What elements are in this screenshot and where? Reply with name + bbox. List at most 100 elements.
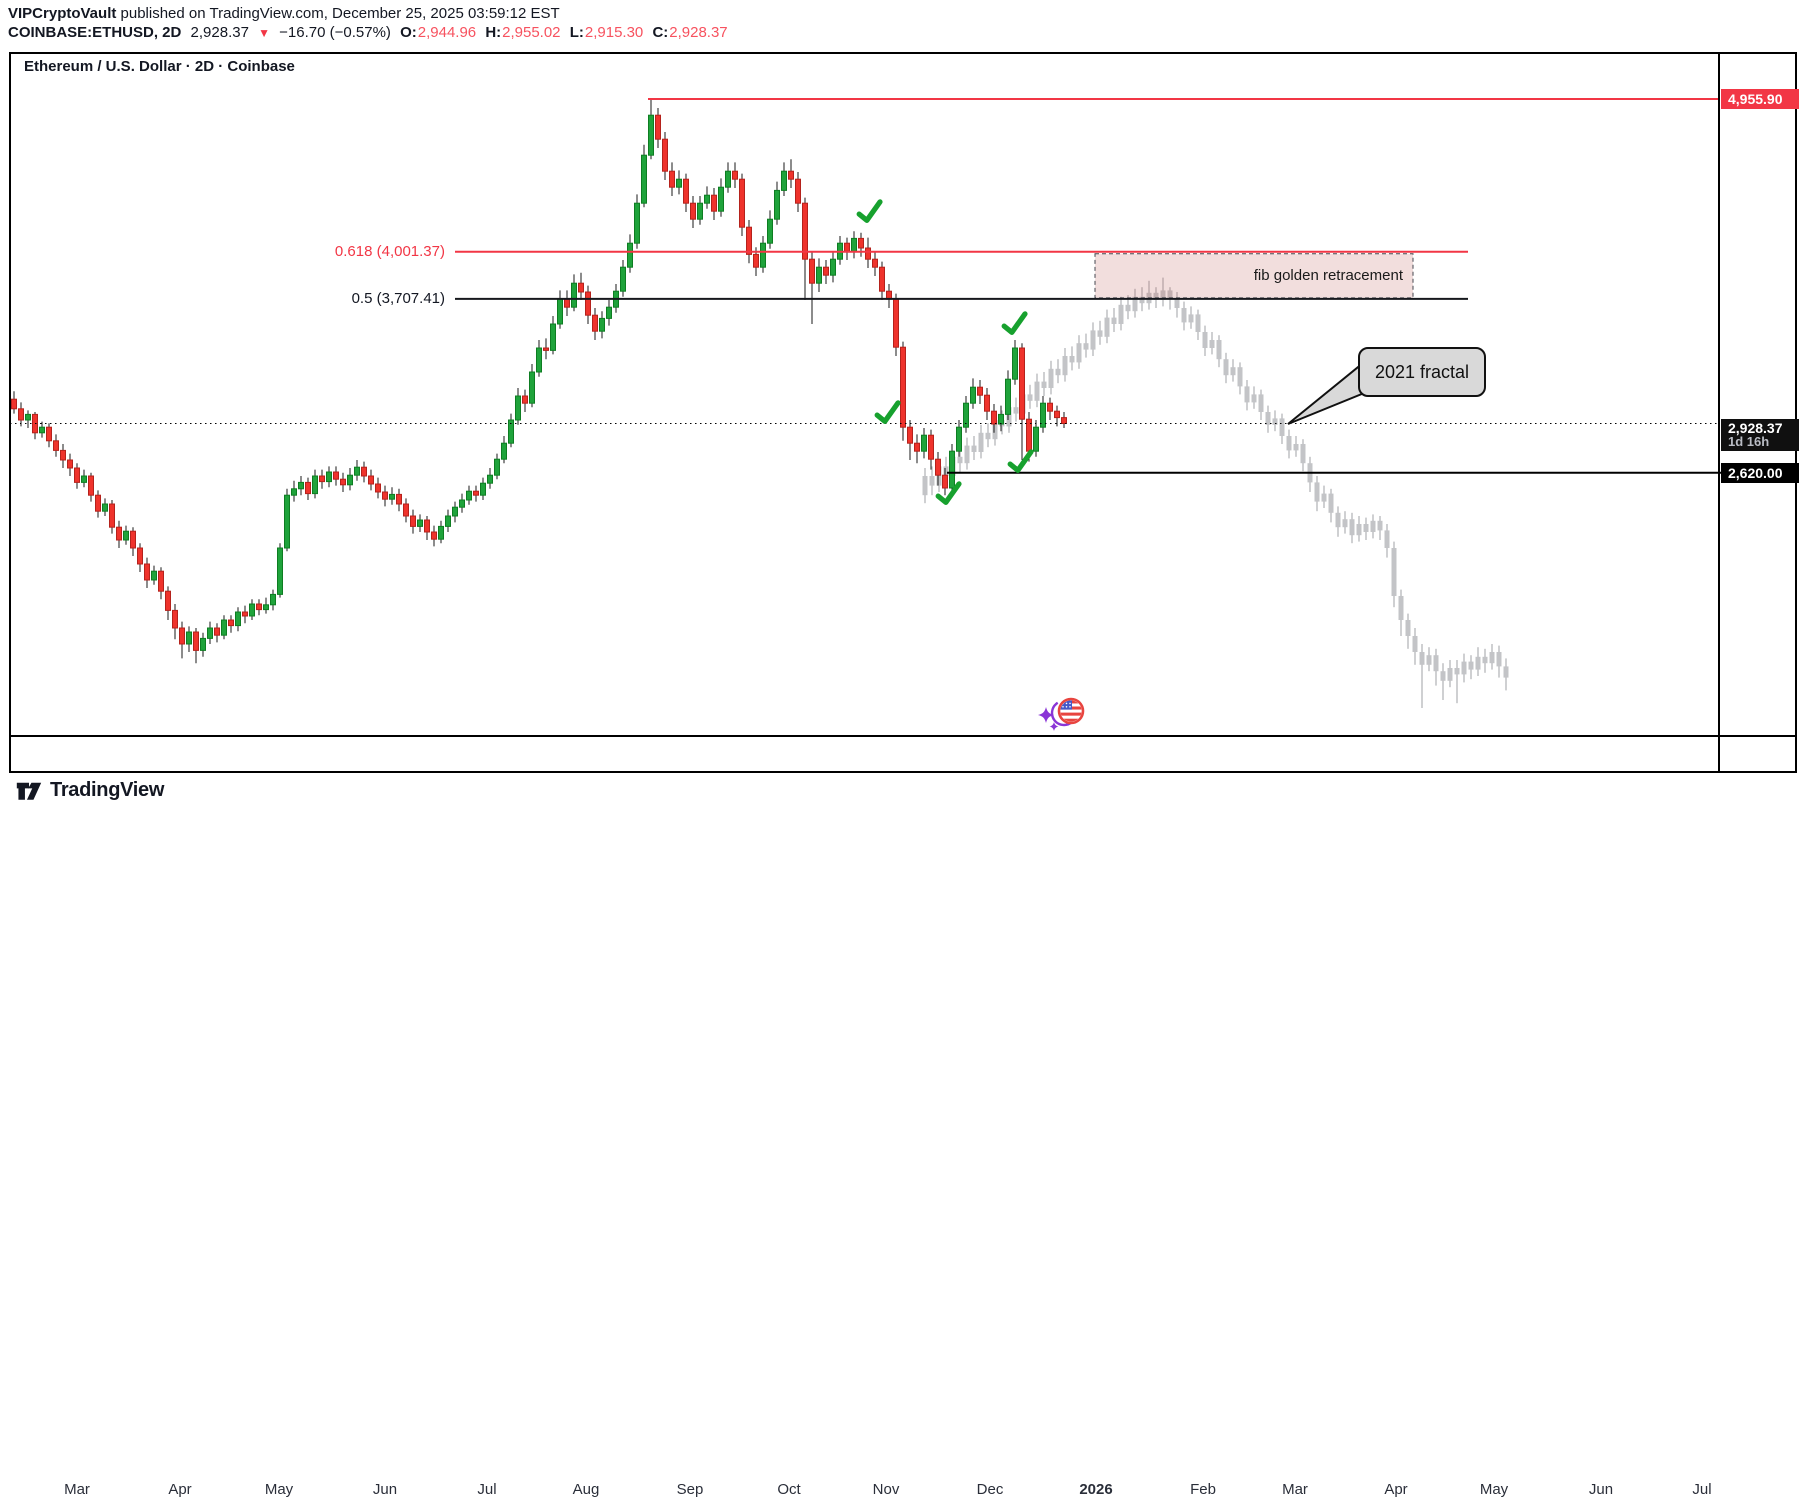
candle	[697, 202, 703, 220]
candle	[984, 394, 990, 412]
candle	[1005, 378, 1011, 415]
candle	[907, 426, 913, 444]
last-price: 2,928.37	[190, 24, 249, 41]
green-checkmark-icon	[1007, 449, 1034, 473]
time-axis[interactable]: Mar Apr May Jun Jul Aug Sep Oct Nov Dec 2026 Feb Mar…	[9, 737, 1718, 1498]
candle	[438, 525, 444, 540]
candle	[704, 194, 710, 204]
candle	[256, 603, 262, 611]
symbol-label[interactable]: COINBASE:ETHUSD, 2D	[8, 24, 182, 41]
down-arrow-icon: ▼	[258, 26, 270, 40]
price-axis[interactable]: 5,000.004,750.004,500.004,250.004,000.00…	[1720, 52, 1804, 735]
candle	[473, 490, 479, 496]
candle	[627, 242, 633, 268]
candle	[592, 314, 598, 332]
candle	[508, 419, 514, 444]
tradingview-wordmark: TradingView	[50, 778, 165, 801]
candle	[424, 519, 430, 533]
publish-line: VIPCryptoVault published on TradingView.…	[8, 5, 560, 22]
fractal-candle	[1076, 343, 1082, 363]
candle	[753, 253, 759, 268]
fractal-candle	[1342, 519, 1348, 528]
fractal-candle	[1335, 512, 1341, 528]
candle	[480, 482, 486, 496]
fractal-candle	[1237, 367, 1243, 387]
candle	[599, 317, 605, 332]
fractal-candle	[978, 432, 984, 452]
fractal-candle	[1321, 493, 1327, 502]
fractal-candle	[1440, 671, 1446, 681]
fractal-candle	[929, 476, 935, 486]
candle	[942, 474, 948, 489]
candle	[284, 494, 290, 549]
chart-title: Ethereum / U.S. Dollar · 2D · Coinbase	[24, 58, 295, 75]
sparkles-flag-icon	[1038, 697, 1085, 731]
candle	[116, 526, 122, 541]
green-checkmark-icon	[874, 400, 901, 424]
fractal-candle	[1314, 482, 1320, 502]
fib-05-label: 0.5 (3,707.41)	[351, 289, 445, 307]
candle	[466, 490, 472, 501]
candle	[340, 478, 346, 486]
fractal-candle	[1489, 652, 1495, 664]
candle	[788, 170, 794, 180]
fractal-candle	[1398, 596, 1404, 620]
symbol-line: COINBASE:ETHUSD, 2D 2,928.37 ▼ −16.70 (−…	[8, 24, 733, 41]
candle	[585, 291, 591, 316]
time-tick: Aug	[572, 1481, 600, 1498]
candle	[515, 395, 521, 421]
candle	[620, 266, 626, 292]
candle	[88, 475, 94, 496]
candle	[746, 226, 752, 255]
open-label: O:	[400, 24, 417, 41]
fractal-candle	[1286, 436, 1292, 451]
candle	[872, 258, 878, 268]
candle	[39, 426, 45, 434]
green-checkmark-icon	[1001, 311, 1028, 335]
current-price-value: 2,928.37	[1728, 420, 1783, 437]
fractal-candle	[1195, 314, 1201, 332]
candle	[536, 347, 542, 373]
candle	[606, 306, 612, 319]
fractal-candle	[1174, 298, 1180, 308]
chart-canvas[interactable]	[0, 0, 1806, 818]
time-tick: Sep	[676, 1481, 704, 1498]
candle	[452, 506, 458, 517]
candle	[676, 178, 682, 188]
candle	[53, 440, 59, 451]
time-tick: Oct	[777, 1481, 801, 1498]
tradingview-footer[interactable]: TradingView	[16, 777, 164, 803]
fractal-candle	[1356, 524, 1362, 536]
candle	[249, 603, 255, 617]
fib-box-label: fib golden retracement	[1253, 267, 1403, 285]
candle	[137, 547, 143, 565]
candle	[235, 611, 241, 627]
candle	[186, 631, 192, 645]
fractal-candle	[1202, 332, 1208, 348]
candle	[949, 450, 955, 489]
fractal-candle	[1167, 290, 1173, 299]
candle	[501, 442, 507, 460]
time-tick: Mar	[1282, 1481, 1308, 1498]
candle	[277, 547, 283, 595]
candle	[333, 471, 339, 480]
candle	[732, 170, 738, 180]
candle	[760, 242, 766, 268]
fractal-candle	[1433, 655, 1439, 672]
flag-star	[1065, 702, 1068, 705]
fractal-candle	[1027, 394, 1033, 401]
candle	[816, 266, 822, 284]
candle	[144, 563, 150, 581]
fractal-candle	[1468, 661, 1474, 670]
fractal-candle	[1475, 656, 1481, 670]
candle	[998, 413, 1004, 425]
fractal-candle	[964, 445, 970, 464]
candle	[214, 627, 220, 636]
candle	[963, 402, 969, 428]
chart-frame	[9, 52, 1797, 773]
close-value: 2,928.37	[669, 24, 728, 41]
candle	[172, 609, 178, 629]
flag-star	[1069, 702, 1071, 705]
fractal-candle	[985, 432, 991, 440]
sparkle-icon	[1038, 707, 1054, 723]
